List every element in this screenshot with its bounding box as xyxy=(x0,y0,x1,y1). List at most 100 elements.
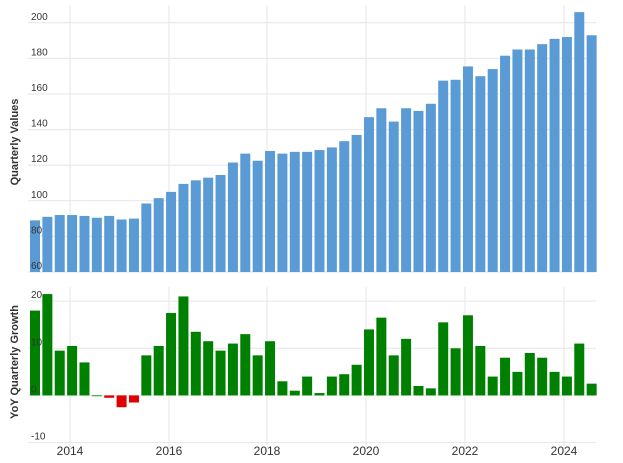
values-bar xyxy=(487,69,498,272)
growth-bar xyxy=(190,331,201,396)
growth-bar xyxy=(351,364,362,396)
top-panel-quarterly-values: 60 80 100 120 140 160 180 200 Quarterly Values xyxy=(9,5,597,273)
values-bar xyxy=(574,12,585,273)
values-bar xyxy=(425,103,436,272)
values-y-tick-label: 200 xyxy=(31,12,48,23)
growth-bar xyxy=(42,294,53,396)
growth-bar xyxy=(203,341,214,396)
growth-bar xyxy=(425,388,436,396)
values-y-tick-label: 80 xyxy=(31,225,43,236)
x-tick-labels: 2014 2016 2018 2020 2022 2024 xyxy=(57,444,578,458)
values-y-tick-label: 120 xyxy=(31,154,48,165)
growth-bar xyxy=(401,338,412,396)
values-bar xyxy=(376,108,387,273)
growth-bar xyxy=(376,317,387,396)
growth-bar xyxy=(574,343,585,396)
growth-bar xyxy=(487,376,498,396)
values-bar xyxy=(549,38,560,272)
growth-bar xyxy=(104,395,115,398)
growth-bar xyxy=(537,357,548,396)
x-tick-label: 2022 xyxy=(452,444,479,458)
growth-bar xyxy=(500,357,511,396)
growth-bar xyxy=(339,374,350,396)
growth-bar xyxy=(549,371,560,396)
x-tick-label: 2020 xyxy=(353,444,380,458)
values-bar xyxy=(42,216,53,272)
values-bar xyxy=(91,217,102,272)
values-bar xyxy=(537,44,548,272)
bottom-y-axis-label: YoY Quarterly Growth xyxy=(9,305,21,419)
growth-bar xyxy=(524,353,535,396)
values-bar xyxy=(401,108,412,273)
values-bar xyxy=(252,160,263,272)
values-bar xyxy=(561,37,572,272)
x-tick-label: 2018 xyxy=(254,444,281,458)
values-bar xyxy=(314,150,325,272)
values-bar xyxy=(351,134,362,272)
growth-bar xyxy=(54,350,65,396)
growth-bar xyxy=(252,355,263,396)
values-y-tick-label: 100 xyxy=(31,190,48,201)
bottom-grid xyxy=(28,287,596,452)
values-bar xyxy=(363,117,374,272)
growth-bar xyxy=(79,362,90,396)
values-bar xyxy=(450,79,461,272)
growth-bar xyxy=(302,376,313,396)
growth-y-tick-label: -10 xyxy=(31,432,46,443)
growth-bar xyxy=(128,395,139,403)
growth-bar xyxy=(178,296,189,396)
values-bar xyxy=(227,162,238,272)
growth-y-tick-label: 10 xyxy=(31,337,43,348)
values-bar xyxy=(413,110,424,272)
values-y-tick-label: 60 xyxy=(31,261,43,272)
values-y-tick-label: 160 xyxy=(31,83,48,94)
growth-bar xyxy=(450,348,461,396)
growth-bar xyxy=(314,393,325,396)
values-bar xyxy=(240,153,251,272)
values-bar xyxy=(203,177,214,272)
values-bar xyxy=(500,55,511,273)
values-bar xyxy=(339,141,350,272)
growth-y-tick-label: 20 xyxy=(31,290,43,301)
values-bar xyxy=(153,198,164,272)
values-bar xyxy=(215,174,226,272)
values-bar xyxy=(67,215,78,272)
values-bar xyxy=(79,215,90,272)
growth-bar xyxy=(512,371,523,396)
values-bar xyxy=(438,80,449,273)
values-bar xyxy=(277,153,288,272)
bottom-y-tick-labels: -10 0 10 20 xyxy=(31,290,46,442)
values-bar xyxy=(289,151,300,272)
growth-bar xyxy=(116,395,127,408)
growth-bar xyxy=(153,345,164,396)
top-y-tick-labels: 60 80 100 120 140 160 180 200 xyxy=(31,12,48,272)
growth-bar xyxy=(240,334,251,396)
x-tick-label: 2024 xyxy=(551,444,578,458)
values-bar xyxy=(524,49,535,272)
values-bar xyxy=(326,147,337,272)
growth-bar xyxy=(413,386,424,396)
values-bar xyxy=(586,35,597,273)
values-y-tick-label: 140 xyxy=(31,119,48,130)
values-bar xyxy=(166,191,177,272)
growth-bar xyxy=(475,345,486,396)
top-bars xyxy=(30,12,597,273)
growth-bar xyxy=(363,329,374,396)
values-bar xyxy=(462,66,473,272)
growth-bar xyxy=(561,376,572,396)
growth-bar xyxy=(30,310,40,396)
values-bar xyxy=(475,76,486,272)
values-bar xyxy=(54,215,65,272)
growth-bar xyxy=(67,345,78,396)
values-bar xyxy=(512,49,523,272)
growth-bar xyxy=(166,312,177,396)
bottom-panel-yoy-growth: -10 0 10 20 YoY Quarterly Growth xyxy=(9,287,597,452)
growth-y-tick-label: 0 xyxy=(31,384,37,395)
growth-bar xyxy=(586,383,597,396)
x-tick-label: 2016 xyxy=(156,444,183,458)
values-bar xyxy=(178,183,189,272)
values-bar xyxy=(141,203,152,272)
growth-bar xyxy=(215,350,226,396)
